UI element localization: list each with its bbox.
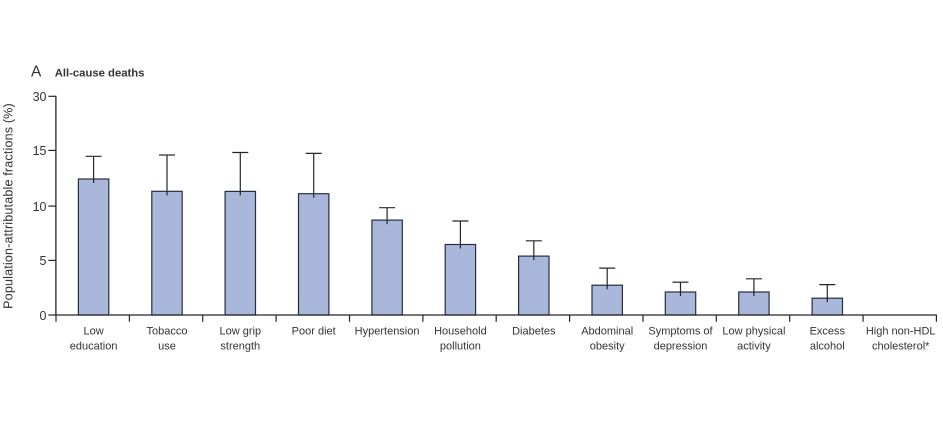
svg-text:Low grip: Low grip: [220, 325, 262, 337]
svg-text:pollution: pollution: [440, 341, 481, 353]
svg-text:Poor diet: Poor diet: [292, 325, 336, 337]
svg-text:Household: Household: [434, 325, 487, 337]
svg-text:use: use: [158, 341, 176, 353]
svg-text:10: 10: [33, 200, 47, 214]
svg-text:strength: strength: [220, 341, 260, 353]
svg-text:cholesterol*: cholesterol*: [872, 341, 930, 353]
svg-text:Hypertension: Hypertension: [355, 325, 420, 337]
svg-text:30: 30: [33, 90, 47, 104]
svg-text:education: education: [70, 341, 118, 353]
svg-text:Population-attributable fracti: Population-attributable fractions (%): [2, 103, 16, 309]
svg-text:All-cause deaths: All-cause deaths: [55, 67, 145, 79]
svg-text:5: 5: [40, 254, 47, 268]
svg-text:Excess: Excess: [810, 325, 846, 337]
svg-text:alcohol: alcohol: [810, 341, 845, 353]
svg-text:Low physical: Low physical: [722, 325, 785, 337]
svg-text:Low: Low: [84, 325, 104, 337]
svg-text:Abdominal: Abdominal: [581, 325, 633, 337]
svg-text:Tobacco: Tobacco: [147, 325, 188, 337]
svg-text:Symptoms of: Symptoms of: [648, 325, 713, 337]
svg-text:15: 15: [33, 144, 47, 158]
svg-text:activity: activity: [737, 341, 771, 353]
svg-text:A: A: [31, 63, 42, 80]
svg-text:depression: depression: [654, 341, 708, 353]
svg-text:obesity: obesity: [590, 341, 625, 353]
svg-text:Diabetes: Diabetes: [512, 325, 556, 337]
svg-text:0: 0: [40, 309, 47, 323]
svg-text:High non-HDL: High non-HDL: [866, 325, 936, 337]
